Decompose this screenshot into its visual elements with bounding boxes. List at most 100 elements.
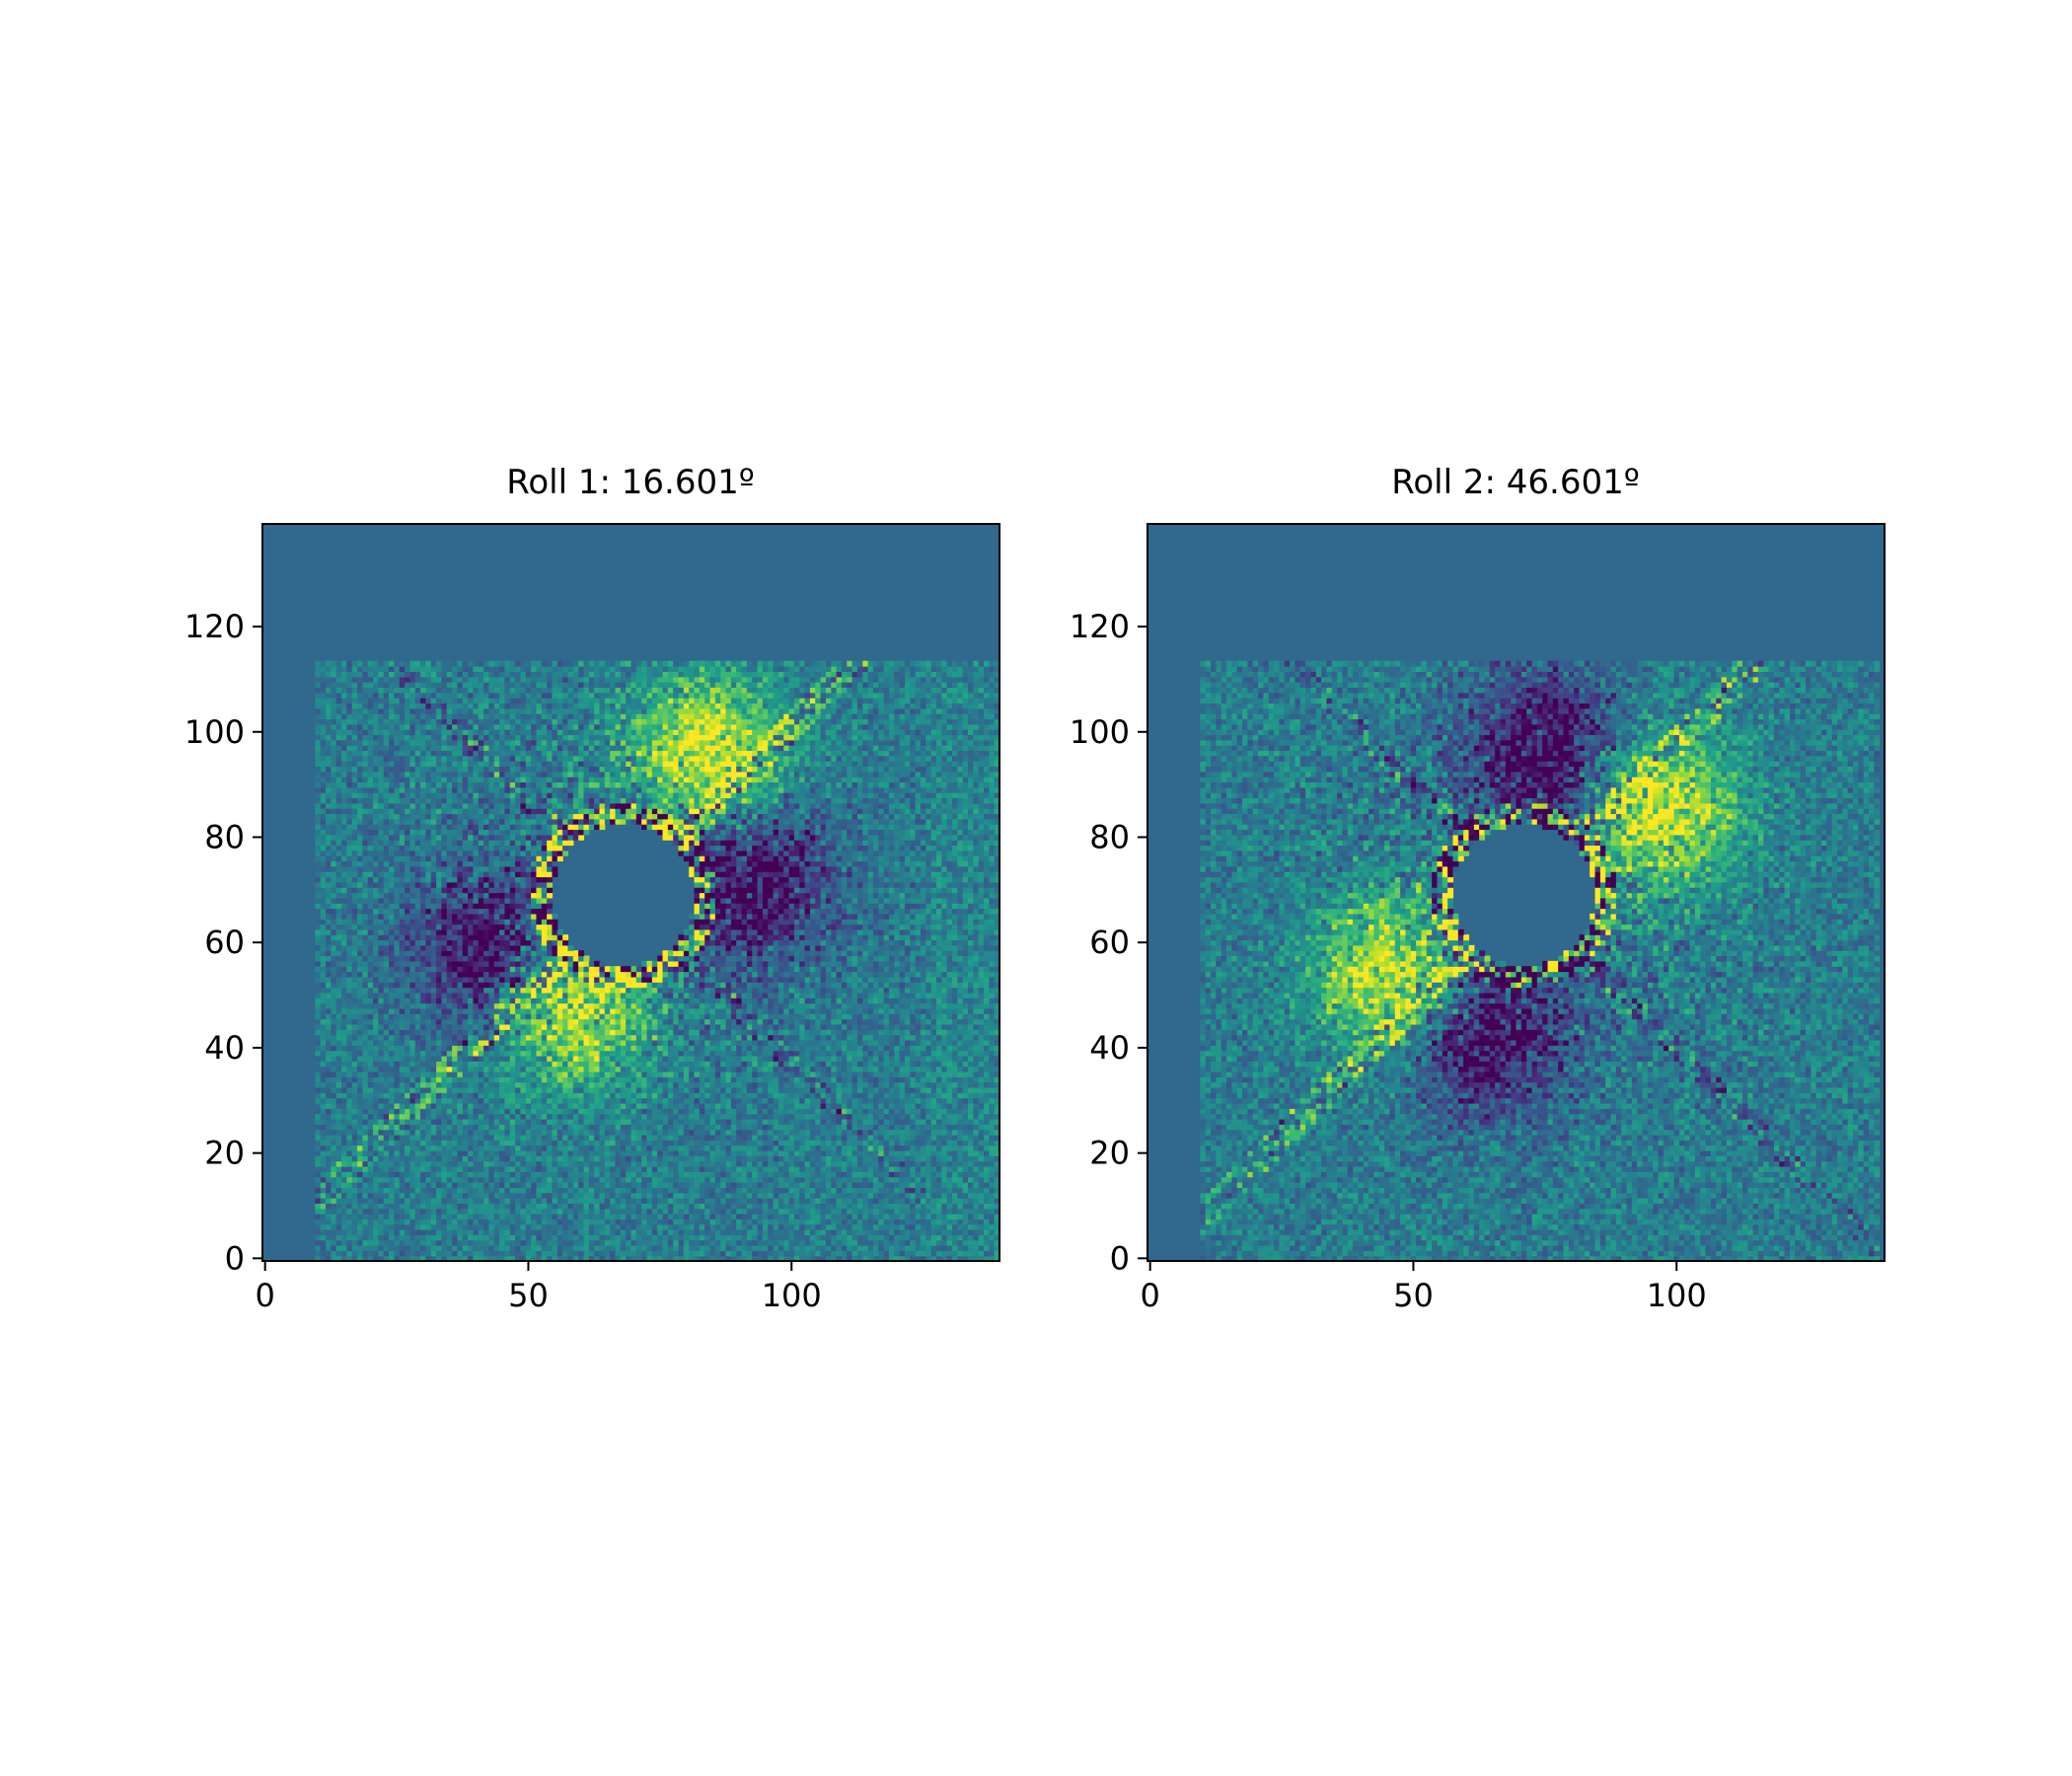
heatmap-cell bbox=[509, 1219, 516, 1225]
heatmap-cell bbox=[420, 1234, 427, 1241]
heatmap-cell bbox=[405, 1124, 410, 1131]
heatmap-cell bbox=[583, 1149, 590, 1156]
heatmap-cell bbox=[862, 1160, 869, 1167]
heatmap-cell bbox=[847, 1061, 853, 1068]
heatmap-cell bbox=[989, 1129, 996, 1136]
heatmap-cell bbox=[641, 1213, 648, 1220]
heatmap-cell bbox=[536, 1171, 543, 1178]
heatmap-cell bbox=[831, 1223, 838, 1230]
heatmap-cell bbox=[620, 1223, 627, 1230]
heatmap-cell bbox=[994, 1160, 1000, 1167]
heatmap-cell bbox=[409, 1228, 416, 1235]
heatmap-cell bbox=[851, 1081, 858, 1088]
heatmap-cell bbox=[904, 1102, 911, 1109]
heatmap-cell bbox=[730, 1234, 737, 1241]
heatmap-cell bbox=[562, 1160, 569, 1167]
heatmap-cell bbox=[594, 1181, 601, 1188]
heatmap-cell bbox=[425, 1092, 432, 1099]
heatmap-cell bbox=[488, 1108, 495, 1115]
heatmap-cell bbox=[699, 1108, 705, 1115]
heatmap-cell bbox=[405, 1255, 410, 1262]
heatmap-cell bbox=[346, 1203, 353, 1210]
heatmap-cell bbox=[651, 1197, 658, 1204]
heatmap-cell bbox=[457, 1149, 464, 1156]
heatmap-cell bbox=[904, 1071, 911, 1077]
heatmap-cell bbox=[720, 1223, 727, 1230]
heatmap-cell bbox=[452, 1192, 459, 1199]
heatmap-cell bbox=[957, 1134, 964, 1141]
heatmap-cell bbox=[547, 1129, 554, 1136]
heatmap-cell bbox=[441, 1187, 448, 1194]
heatmap-cell bbox=[378, 1187, 385, 1194]
heatmap-cell bbox=[405, 1160, 410, 1167]
heatmap-cell bbox=[841, 1176, 848, 1183]
heatmap-cell bbox=[904, 1176, 911, 1183]
heatmap-cell bbox=[515, 1140, 522, 1147]
heatmap-cell bbox=[499, 1223, 506, 1230]
heatmap-cell bbox=[930, 1149, 937, 1156]
heatmap-cell bbox=[483, 1213, 490, 1220]
heatmap-cell bbox=[389, 1213, 395, 1220]
heatmap-cell bbox=[662, 1108, 669, 1115]
heatmap-cell bbox=[488, 1208, 495, 1215]
heatmap-cell bbox=[462, 1208, 469, 1215]
heatmap-cell bbox=[414, 1066, 421, 1073]
heatmap-cell bbox=[788, 1171, 795, 1178]
heatmap-cell bbox=[851, 1219, 858, 1225]
heatmap-cell bbox=[483, 1223, 490, 1230]
heatmap-cell bbox=[657, 1213, 664, 1220]
heatmap-cell bbox=[815, 1213, 822, 1220]
heatmap-cell bbox=[468, 1203, 475, 1210]
heatmap-cell bbox=[683, 1197, 690, 1204]
heatmap-cell bbox=[899, 1187, 906, 1194]
heatmap-cell bbox=[520, 1118, 527, 1125]
heatmap-cell bbox=[941, 1108, 948, 1115]
heatmap-cell bbox=[878, 1097, 885, 1104]
heatmap-cell bbox=[473, 1213, 480, 1220]
heatmap-cell bbox=[520, 1092, 527, 1099]
heatmap-cell bbox=[436, 1149, 443, 1156]
heatmap-cell bbox=[367, 1071, 374, 1077]
heatmap-cell bbox=[378, 1061, 385, 1068]
heatmap-cell bbox=[994, 1250, 1000, 1257]
heatmap-cell bbox=[399, 1219, 406, 1225]
heatmap-cell bbox=[962, 1066, 969, 1073]
heatmap-cell bbox=[704, 1092, 711, 1099]
heatmap-cell bbox=[925, 1234, 932, 1241]
heatmap-cell bbox=[878, 1124, 885, 1131]
heatmap-cell bbox=[741, 1250, 748, 1257]
heatmap-cell bbox=[673, 1134, 680, 1141]
heatmap-cell bbox=[878, 1197, 885, 1204]
heatmap-cell bbox=[809, 1061, 816, 1068]
heatmap-cell bbox=[515, 1197, 522, 1204]
heatmap-cell bbox=[651, 1244, 658, 1251]
heatmap-cell bbox=[957, 1102, 964, 1109]
heatmap-cell bbox=[888, 1155, 895, 1162]
heatmap-cell bbox=[536, 1165, 543, 1172]
heatmap-cell bbox=[989, 1097, 996, 1104]
heatmap-cell bbox=[746, 1118, 753, 1125]
heatmap-cell bbox=[604, 1061, 611, 1068]
heatmap-cell bbox=[583, 1244, 590, 1251]
heatmap-cell bbox=[531, 1250, 538, 1257]
heatmap-cell bbox=[441, 1097, 448, 1104]
heatmap-cell bbox=[630, 1155, 637, 1162]
heatmap-cell bbox=[478, 1129, 484, 1136]
heatmap-cell bbox=[588, 1223, 595, 1230]
heatmap-cell bbox=[641, 1203, 648, 1210]
heatmap-cell bbox=[793, 1208, 800, 1215]
heatmap-cell bbox=[777, 1208, 784, 1215]
heatmap-cell bbox=[414, 1244, 421, 1251]
heatmap-cell bbox=[351, 1097, 358, 1104]
heatmap-cell bbox=[709, 1086, 716, 1093]
heatmap-cell bbox=[946, 1223, 953, 1230]
heatmap-cell bbox=[673, 1244, 680, 1251]
heatmap-cell bbox=[509, 1108, 516, 1115]
heatmap-cell bbox=[967, 1081, 974, 1088]
heatmap-cell bbox=[957, 1076, 964, 1083]
heatmap-cell bbox=[883, 1145, 890, 1151]
heatmap-cell bbox=[851, 1149, 858, 1156]
heatmap-cell bbox=[552, 1102, 558, 1109]
heatmap-cell bbox=[694, 1129, 701, 1136]
heatmap-cell bbox=[862, 1071, 869, 1077]
